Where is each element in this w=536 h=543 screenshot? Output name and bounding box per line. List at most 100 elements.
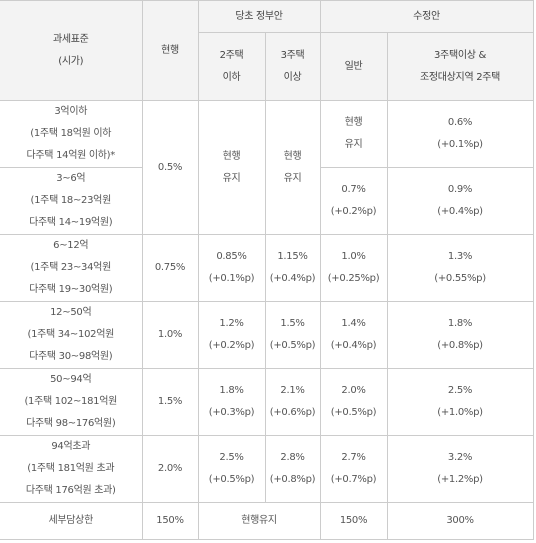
- govt-3above-cell: 2.8% (+0.8%p): [264, 435, 321, 503]
- header-tax-base-title: 과세표준: [52, 33, 89, 45]
- rev-general-change: 유지: [344, 139, 363, 150]
- tax-base-multi-home: 다주택 19~30억원): [29, 284, 113, 295]
- govt-3above-value: 현행: [283, 150, 302, 162]
- rev-general-change: (+0.7%p): [330, 474, 377, 485]
- rev-3above-value: 1.8%: [447, 318, 473, 329]
- rev-general-cell: 1.4% (+0.4%p): [319, 301, 388, 369]
- tax-base-cell: 12~50억 (1주택 34~102억원 다주택 30~98억원): [0, 301, 143, 369]
- govt-3above-value: 1.5%: [280, 318, 305, 329]
- govt-3above-cell: 2.1% (+0.6%p): [264, 368, 321, 436]
- govt-2below-change: (+0.3%p): [208, 407, 255, 418]
- header-revised-plan: 수정안: [319, 0, 534, 33]
- rev-3above-cell: 3.2% (+1.2%p): [386, 435, 534, 503]
- govt-2below-cell: 1.2% (+0.2%p): [197, 301, 266, 369]
- tax-base-single-home: (1주택 102~181억원: [24, 396, 118, 407]
- tax-base-range: 12~50억: [50, 307, 92, 318]
- govt-2below-value: 0.85%: [216, 251, 247, 262]
- tax-cap-label: 세부담상한: [0, 502, 143, 540]
- header-govt-3above-line2: 이상: [283, 71, 302, 83]
- rev-3above-value: 2.5%: [447, 385, 473, 396]
- govt-3above-change: (+0.8%p): [269, 474, 316, 485]
- tax-base-single-home: (1주택 34~102억원: [27, 329, 115, 340]
- rev-3above-cell: 1.3% (+0.55%p): [386, 234, 534, 302]
- tax-base-cell: 94억초과 (1주택 181억원 초과 다주택 176억원 초과): [0, 435, 143, 503]
- govt-3above-cell: 1.15% (+0.4%p): [264, 234, 321, 302]
- govt-2below-value: 현행: [222, 150, 241, 162]
- rev-3above-value: 0.9%: [447, 184, 473, 195]
- govt-3above-cell: 현행 유지: [264, 100, 321, 235]
- rev-general-change: (+0.4%p): [330, 340, 377, 351]
- rev-3above-change: (+1.0%p): [437, 407, 483, 418]
- rev-general-cell: 2.0% (+0.5%p): [319, 368, 388, 436]
- table-row: 6~12억 (1주택 23~34억원 다주택 19~30억원) 0.75% 0.…: [0, 234, 534, 302]
- header-current: 현행: [141, 0, 199, 101]
- header-govt-2below-line1: 2주택: [219, 49, 244, 61]
- rev-general-value: 2.7%: [341, 452, 366, 463]
- govt-2below-change: (+0.1%p): [208, 273, 255, 284]
- tax-base-range: 3억이하: [54, 106, 88, 117]
- header-tax-base: 과세표준 (시가): [0, 0, 143, 101]
- header-rev-3above-line1: 3주택이상 &: [434, 49, 487, 61]
- rev-general-value: 1.4%: [341, 318, 366, 329]
- tax-cap-row: 세부담상한 150% 현행유지 150% 300%: [0, 502, 534, 540]
- current-rate-cell: 1.0%: [141, 301, 199, 369]
- header-row-1: 과세표준 (시가) 현행 당초 정부안 수정안: [0, 0, 534, 101]
- govt-3above-value: 1.15%: [277, 251, 308, 262]
- tax-base-range: 94억초과: [51, 441, 91, 452]
- header-govt-3above: 3주택 이상: [264, 32, 321, 101]
- tax-base-single-home: (1주택 181억원 초과: [27, 463, 115, 474]
- rev-3above-cell: 0.9% (+0.4%p): [386, 167, 534, 235]
- rev-general-cell: 0.7% (+0.2%p): [319, 167, 388, 235]
- tax-base-cell: 50~94억 (1주택 102~181억원 다주택 98~176억원): [0, 368, 143, 436]
- govt-2below-change: 유지: [222, 172, 241, 184]
- tax-base-single-home: (1주택 18억원 이하: [30, 128, 112, 139]
- header-rev-3above: 3주택이상 & 조정대상지역 2주택: [386, 32, 534, 101]
- rev-general-cell: 2.7% (+0.7%p): [319, 435, 388, 503]
- tax-base-multi-home: 다주택 98~176억원): [26, 418, 116, 429]
- current-rate-cell: 0.5%: [141, 100, 199, 235]
- govt-2below-cell: 2.5% (+0.5%p): [197, 435, 266, 503]
- rev-general-value: 2.0%: [341, 385, 366, 396]
- table-row: 3억이하 (1주택 18억원 이하 다주택 14억원 이하)* 0.5% 현행 …: [0, 100, 534, 235]
- tax-cap-govt-plan: 현행유지: [197, 502, 321, 540]
- tax-base-multi-home: 다주택 176억원 초과): [25, 485, 116, 496]
- current-rate-cell: 1.5%: [141, 368, 199, 436]
- rev-3above-change: (+0.8%p): [437, 340, 483, 351]
- govt-2below-change: (+0.2%p): [208, 340, 255, 351]
- rev-3above-value: 1.3%: [447, 251, 473, 262]
- rev-3above-change: (+0.55%p): [434, 273, 486, 284]
- tax-base-multi-home: 다주택 14~19억원): [29, 217, 113, 228]
- govt-2below-value: 1.8%: [219, 385, 244, 396]
- tax-base-multi-home: 다주택 30~98억원): [29, 351, 113, 362]
- tax-cap-rev-general: 150%: [319, 502, 388, 540]
- rev-3above-cell: 2.5% (+1.0%p): [386, 368, 534, 436]
- rev-3above-cell: 0.6% (+0.1%p): [386, 100, 534, 168]
- rev-3above-value: 0.6%: [447, 117, 473, 128]
- govt-3above-change: (+0.4%p): [269, 273, 316, 284]
- header-rev-general: 일반: [319, 32, 388, 101]
- header-tax-base-sub: (시가): [58, 55, 84, 67]
- govt-3above-value: 2.1%: [280, 385, 305, 396]
- govt-2below-cell: 0.85% (+0.1%p): [197, 234, 266, 302]
- govt-2below-cell: 현행 유지: [197, 100, 266, 235]
- govt-2below-value: 2.5%: [219, 452, 244, 463]
- rev-3above-change: (+0.4%p): [437, 206, 483, 217]
- govt-2below-change: (+0.5%p): [208, 474, 255, 485]
- govt-2below-value: 1.2%: [219, 318, 244, 329]
- rev-general-cell: 1.0% (+0.25%p): [319, 234, 388, 302]
- rev-3above-cell: 1.8% (+0.8%p): [386, 301, 534, 369]
- tax-base-cell: 3~6억 (1주택 18~23억원 다주택 14~19억원): [0, 167, 143, 235]
- header-rev-3above-line2: 조정대상지역 2주택: [419, 71, 501, 83]
- header-govt-2below: 2주택 이하: [197, 32, 266, 101]
- rev-3above-change: (+1.2%p): [437, 474, 483, 485]
- tax-base-range: 3~6억: [56, 173, 86, 184]
- govt-3above-change: (+0.5%p): [269, 340, 316, 351]
- tax-cap-rev-3above: 300%: [386, 502, 534, 540]
- tax-base-multi-home: 다주택 14억원 이하)*: [26, 150, 116, 161]
- rev-3above-value: 3.2%: [447, 452, 473, 463]
- rev-general-change: (+0.25%p): [327, 273, 380, 284]
- rev-general-value: 0.7%: [341, 184, 366, 195]
- header-row-2: 2주택 이하 3주택 이상 일반 3주택이상 & 조정대상지역 2주택: [0, 32, 534, 101]
- tax-base-cell: 6~12억 (1주택 23~34억원 다주택 19~30억원): [0, 234, 143, 302]
